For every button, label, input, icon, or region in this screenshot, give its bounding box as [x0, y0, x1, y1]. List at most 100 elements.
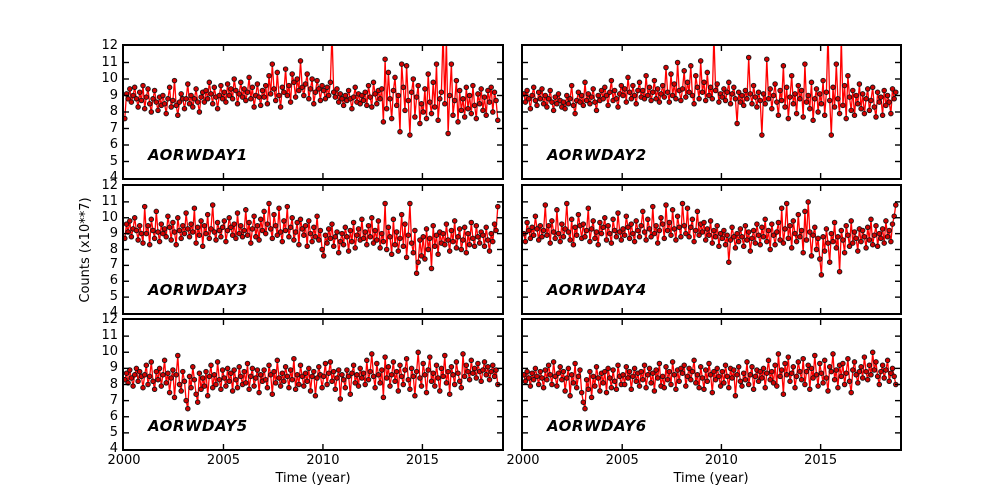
data-point-marker [367, 94, 373, 100]
data-point-marker [774, 99, 780, 105]
data-point-marker [798, 227, 805, 234]
data-point-marker [453, 359, 460, 365]
data-point-marker [450, 112, 456, 119]
data-point-marker [301, 232, 307, 238]
time-series-plot [124, 320, 502, 449]
data-point-marker [850, 87, 856, 94]
data-point-marker [828, 368, 835, 375]
data-point-marker [582, 405, 588, 412]
data-point-marker [583, 227, 590, 234]
data-point-marker [795, 359, 802, 365]
data-point-marker [238, 79, 244, 86]
data-point-marker [291, 237, 297, 243]
data-point-marker [795, 82, 802, 89]
data-point-marker [719, 235, 725, 242]
data-point-marker [542, 92, 549, 99]
data-point-marker [843, 222, 849, 229]
data-point-marker [671, 372, 678, 378]
data-point-marker [686, 89, 692, 95]
data-point-marker [545, 222, 552, 229]
data-point-marker [740, 370, 747, 376]
data-point-marker [603, 92, 610, 99]
data-point-marker [145, 381, 151, 388]
data-point-marker [175, 112, 181, 119]
data-point-marker [661, 94, 668, 100]
data-point-marker [145, 222, 151, 229]
data-point-marker [721, 227, 727, 234]
data-point-marker [845, 355, 851, 362]
data-point-marker [787, 378, 793, 385]
data-point-marker [133, 96, 140, 102]
data-point-marker [271, 86, 277, 92]
data-point-marker [208, 362, 214, 368]
y-tick-label: 11 [101, 193, 118, 209]
data-point-marker [633, 101, 639, 107]
data-point-marker [879, 226, 886, 232]
data-point-marker [243, 207, 249, 213]
data-point-marker [656, 99, 663, 105]
data-point-marker [788, 72, 795, 79]
data-point-marker [719, 368, 725, 375]
data-point-marker [287, 224, 294, 231]
data-point-marker [181, 105, 188, 112]
y-tick-label: 5 [109, 289, 118, 305]
data-point-marker [777, 237, 783, 243]
data-point-marker [166, 224, 173, 231]
data-point-marker [296, 241, 302, 248]
data-point-marker [621, 381, 628, 388]
data-point-marker [793, 373, 800, 380]
data-point-marker [309, 373, 315, 380]
data-point-marker [767, 86, 773, 92]
data-point-marker [335, 367, 342, 373]
data-point-marker [785, 115, 792, 122]
data-point-marker [151, 386, 158, 393]
data-point-marker [204, 96, 211, 102]
data-point-marker [297, 216, 304, 223]
data-point-marker [600, 96, 606, 102]
time-series-plot [523, 186, 900, 313]
data-point-marker [678, 97, 684, 104]
data-point-marker [792, 384, 798, 391]
data-point-marker [276, 375, 282, 381]
data-point-marker [529, 92, 535, 99]
data-point-marker [322, 232, 329, 238]
data-point-marker [133, 365, 140, 372]
data-point-marker [565, 365, 572, 372]
data-point-marker [884, 357, 891, 364]
data-point-marker [527, 235, 534, 242]
data-point-marker [377, 380, 383, 386]
data-point-marker [788, 370, 795, 376]
data-point-marker [438, 89, 445, 95]
data-point-marker [661, 384, 668, 391]
data-point-marker [131, 84, 138, 91]
data-point-marker [364, 357, 370, 364]
data-point-marker [868, 372, 874, 378]
data-point-marker [372, 384, 378, 391]
data-point-marker [628, 221, 635, 227]
data-point-marker [374, 360, 380, 367]
data-point-marker [825, 240, 831, 246]
data-point-marker [176, 99, 183, 105]
data-point-marker [742, 87, 749, 94]
data-point-marker [246, 219, 252, 226]
data-point-marker [835, 96, 841, 102]
data-point-marker [843, 370, 849, 376]
data-point-marker [194, 224, 201, 231]
data-point-marker [369, 351, 375, 357]
data-point-marker [673, 96, 679, 102]
data-point-marker [745, 54, 752, 61]
data-point-marker [755, 378, 762, 385]
data-point-marker [835, 384, 841, 391]
x-tick-label: 2010 [306, 453, 340, 468]
data-point-marker [886, 99, 892, 105]
data-point-marker [588, 94, 595, 100]
data-point-marker [567, 96, 573, 102]
data-point-marker [821, 112, 828, 119]
series-line [523, 46, 897, 136]
data-point-marker [770, 380, 777, 386]
data-point-marker [740, 102, 747, 109]
data-point-marker [337, 91, 344, 97]
data-point-marker [820, 234, 826, 240]
data-point-marker [539, 375, 545, 381]
data-point-marker [476, 101, 483, 107]
